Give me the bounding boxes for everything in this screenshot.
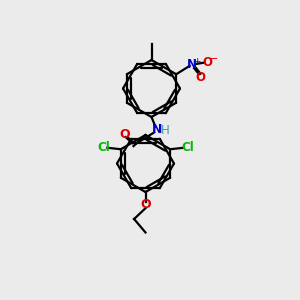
Text: O: O (140, 198, 151, 211)
Text: O: O (196, 71, 206, 84)
Text: H: H (161, 124, 170, 137)
Text: N: N (187, 58, 197, 71)
Text: N: N (152, 123, 162, 136)
Text: +: + (193, 56, 200, 66)
Text: O: O (203, 56, 213, 69)
Text: Cl: Cl (97, 141, 110, 154)
Text: −: − (208, 54, 218, 64)
Text: Cl: Cl (181, 141, 194, 154)
Text: O: O (120, 128, 130, 141)
